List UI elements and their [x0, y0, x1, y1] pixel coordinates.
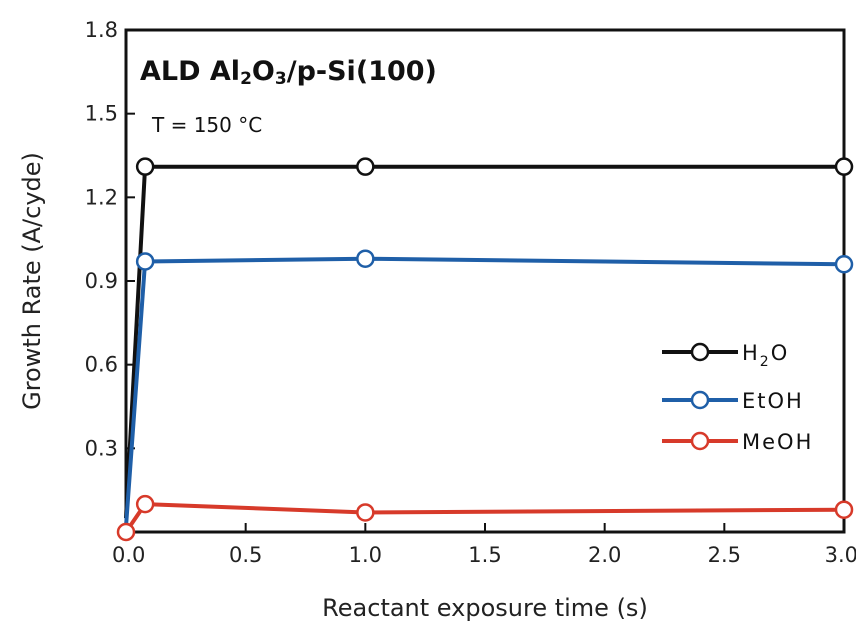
- series-layer: [116, 157, 854, 542]
- title-sub-3: 3: [275, 69, 287, 89]
- legend: H2O EtOH MeOH: [662, 341, 813, 454]
- data-point: [356, 249, 375, 268]
- legend-marker: [690, 431, 710, 451]
- title-part-o: O: [252, 56, 275, 87]
- x-tick-label: 2.0: [588, 543, 621, 567]
- plot-frame: [124, 28, 846, 534]
- legend-entry-h2o: H2O: [662, 341, 789, 370]
- y-tick-label: 1.2: [85, 185, 118, 209]
- legend-marker: [690, 342, 710, 362]
- data-point: [834, 500, 854, 519]
- y-tick-label: 1.5: [85, 102, 118, 126]
- legend-label: EtOH: [742, 389, 804, 413]
- title-sub-2: 2: [240, 69, 252, 89]
- y-axis-label: Growth Rate (A/cyde): [18, 152, 46, 410]
- x-tick-label: 0.0: [112, 543, 145, 567]
- x-tick-label: 3.0: [825, 543, 856, 567]
- y-tick-label: 1.8: [85, 18, 118, 42]
- y-tick-label: 0.3: [85, 436, 118, 460]
- data-point: [356, 157, 375, 176]
- legend-label: H2O: [742, 341, 789, 370]
- data-point: [135, 252, 155, 271]
- series-line: [124, 502, 845, 534]
- data-point: [834, 157, 854, 176]
- series-line: [124, 164, 844, 519]
- data-point: [116, 522, 136, 542]
- series-etoh: [124, 249, 854, 527]
- x-tick-label: 1.5: [468, 543, 501, 567]
- series-h2o: [124, 157, 854, 519]
- x-tick-label: 1.0: [349, 543, 382, 567]
- legend-label: MeOH: [742, 430, 813, 454]
- y-axis-ticks: 0.3 0.6 0.9 1.2 1.5 1.8: [85, 18, 135, 460]
- legend-entry-meoh: MeOH: [662, 430, 813, 454]
- series-line: [124, 256, 845, 527]
- title-part-main: ALD Al: [140, 56, 240, 87]
- legend-entry-etoh: EtOH: [662, 389, 804, 413]
- title-part-substrate: /p-Si(100): [287, 56, 437, 87]
- x-tick-label: 0.5: [229, 543, 262, 567]
- data-point: [834, 255, 854, 274]
- data-point: [356, 503, 375, 522]
- data-point: [135, 494, 155, 514]
- chart-title: ALD Al2O3/p-Si(100): [140, 56, 437, 89]
- x-axis-ticks: 0.0 0.5 1.0 1.5 2.0 2.5 3.0: [112, 523, 856, 567]
- legend-marker: [690, 390, 710, 410]
- data-point: [135, 157, 155, 176]
- y-tick-label: 0.9: [85, 269, 118, 293]
- x-axis-label: Reactant exposure time (s): [322, 594, 648, 622]
- temperature-annotation: T = 150 °C: [151, 113, 262, 137]
- x-tick-label: 2.5: [708, 543, 741, 567]
- y-tick-label: 0.6: [85, 353, 118, 377]
- series-meoh: [116, 494, 854, 542]
